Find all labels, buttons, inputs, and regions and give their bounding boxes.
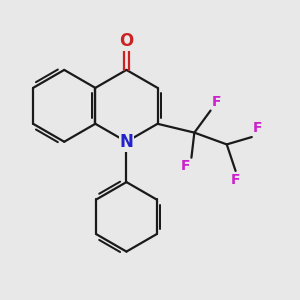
Text: F: F xyxy=(253,121,263,135)
Text: F: F xyxy=(231,173,240,187)
Text: O: O xyxy=(119,32,134,50)
Text: F: F xyxy=(180,159,190,173)
Text: N: N xyxy=(119,133,134,151)
Text: F: F xyxy=(212,95,221,109)
